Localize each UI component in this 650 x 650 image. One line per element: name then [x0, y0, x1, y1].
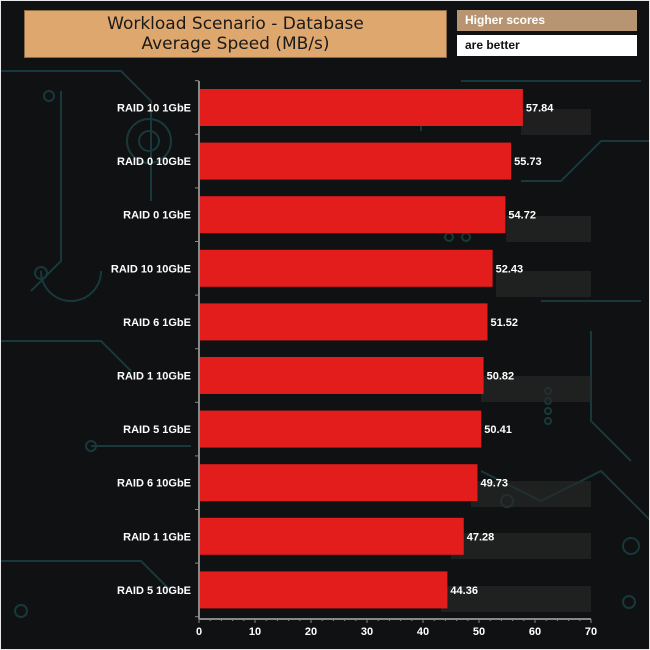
- category-label: RAID 10 1GbE: [117, 103, 191, 115]
- category-label: RAID 6 1GbE: [123, 317, 191, 329]
- legend-are-better: are better: [457, 35, 637, 56]
- value-label: 50.41: [484, 424, 512, 436]
- x-tick-label: 10: [249, 626, 261, 638]
- value-label: 49.73: [480, 478, 508, 490]
- legend-higher-scores: Higher scores: [457, 10, 637, 31]
- category-label: RAID 5 1GbE: [123, 424, 191, 436]
- category-label: RAID 1 10GbE: [117, 371, 191, 383]
- bar: [199, 410, 482, 448]
- bar: [199, 196, 506, 234]
- value-label: 57.84: [526, 103, 554, 115]
- x-tick-label: 70: [585, 626, 597, 638]
- x-tick-label: 40: [417, 626, 429, 638]
- value-label: 51.52: [491, 317, 519, 329]
- bar: [199, 89, 523, 126]
- bar: [199, 303, 488, 341]
- chart-title-line2: Average Speed (MB/s): [141, 34, 330, 54]
- value-label: 44.36: [450, 585, 478, 597]
- bar: [199, 464, 478, 502]
- x-tick-label: 0: [196, 626, 202, 638]
- bar: [199, 357, 484, 394]
- x-tick-label: 30: [361, 626, 373, 638]
- value-label: 55.73: [514, 156, 542, 168]
- value-label: 47.28: [467, 531, 495, 543]
- category-label: RAID 1 1GbE: [123, 531, 191, 543]
- category-label: RAID 6 10GbE: [117, 478, 191, 490]
- value-label: 50.82: [487, 371, 515, 383]
- category-label: RAID 5 10GbE: [117, 585, 191, 597]
- category-label: RAID 0 10GbE: [117, 156, 191, 168]
- bar: [199, 517, 464, 555]
- value-label: 54.72: [508, 210, 536, 222]
- chart-title-box: Workload Scenario - Database Average Spe…: [24, 10, 447, 58]
- value-label: 52.43: [496, 263, 524, 275]
- category-label: RAID 0 1GbE: [123, 210, 191, 222]
- x-tick-label: 20: [305, 626, 317, 638]
- x-tick-label: 60: [529, 626, 541, 638]
- chart-title-line1: Workload Scenario - Database: [107, 14, 364, 34]
- category-label: RAID 10 10GbE: [111, 263, 191, 275]
- bar: [199, 142, 512, 180]
- bar: [199, 571, 448, 609]
- bar: [199, 249, 493, 287]
- x-tick-label: 50: [473, 626, 485, 638]
